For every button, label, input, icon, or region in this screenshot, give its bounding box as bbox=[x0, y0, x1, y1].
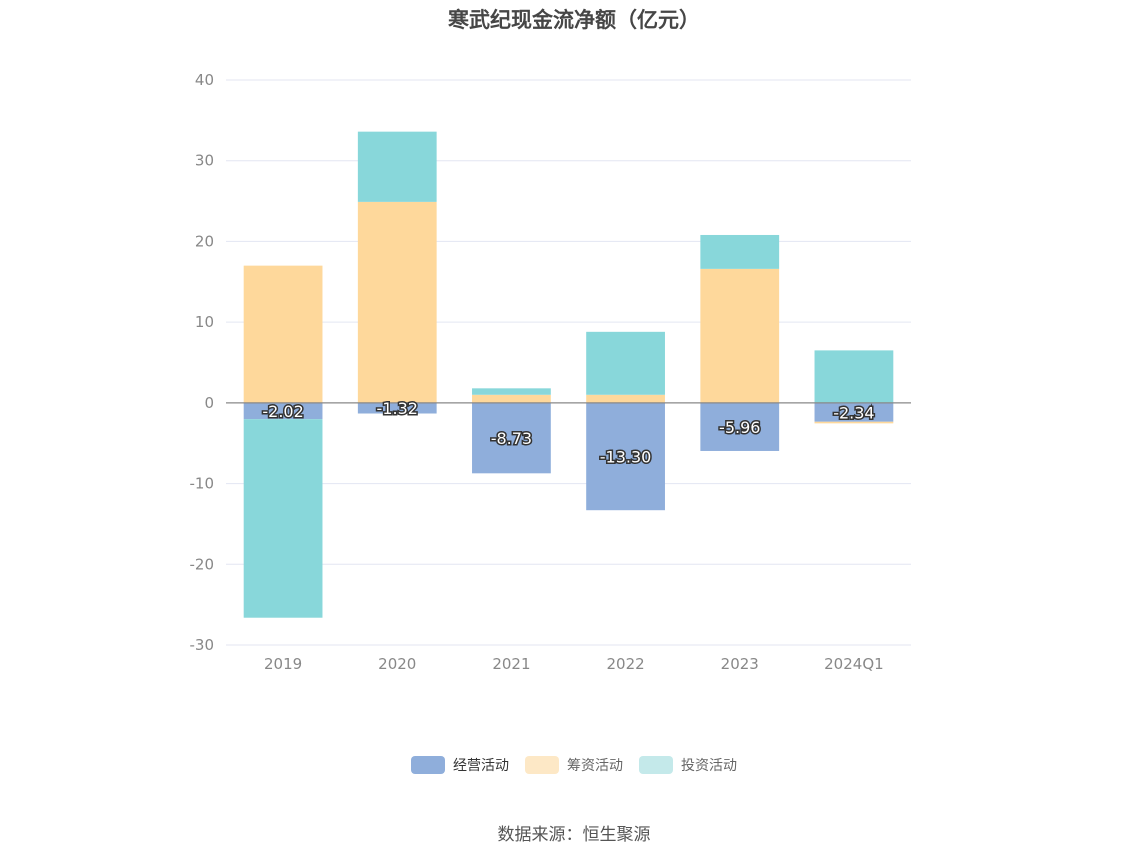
data-label: -13.30 bbox=[600, 448, 652, 467]
legend-label-financing: 筹资活动 bbox=[567, 758, 623, 774]
bar-financing bbox=[814, 421, 894, 424]
legend-swatch-operating bbox=[411, 756, 445, 774]
x-tick-label: 2020 bbox=[378, 655, 416, 673]
legend-item-financing[interactable]: 筹资活动 bbox=[525, 755, 623, 775]
bar-financing bbox=[472, 394, 551, 403]
data-label: -2.34 bbox=[833, 403, 874, 422]
y-tick-label: 0 bbox=[204, 394, 214, 412]
bar-operating bbox=[472, 402, 551, 474]
bar-investing bbox=[357, 131, 437, 202]
legend-item-investing[interactable]: 投资活动 bbox=[639, 755, 737, 775]
data-label: -1.32 bbox=[377, 399, 418, 418]
x-tick-label: 2019 bbox=[264, 655, 302, 673]
bar-investing bbox=[243, 419, 323, 618]
bar-financing bbox=[357, 201, 437, 403]
legend-swatch-investing bbox=[639, 756, 673, 774]
chart-legend: 经营活动 筹资活动 投资活动 bbox=[0, 755, 1148, 775]
y-tick-label: 40 bbox=[195, 71, 214, 89]
bar-operating bbox=[243, 402, 323, 420]
bar-investing bbox=[700, 234, 780, 269]
x-tick-label: 2021 bbox=[492, 655, 530, 673]
bar-financing bbox=[586, 394, 665, 403]
y-tick-label: -30 bbox=[190, 636, 215, 654]
bar-operating bbox=[700, 402, 780, 451]
data-source: 数据来源：恒生聚源 bbox=[497, 825, 651, 845]
bar-investing bbox=[814, 350, 894, 403]
bar-investing bbox=[472, 388, 551, 395]
bar-financing bbox=[243, 265, 323, 403]
y-tick-label: 20 bbox=[195, 232, 214, 250]
bar-operating bbox=[586, 402, 665, 511]
bar-investing bbox=[586, 331, 665, 395]
data-label: -5.96 bbox=[719, 418, 760, 437]
y-tick-label: 10 bbox=[195, 313, 214, 331]
bar-operating bbox=[814, 402, 894, 422]
data-label: -8.73 bbox=[491, 429, 532, 448]
y-tick-label: 30 bbox=[195, 152, 214, 170]
x-tick-label: 2022 bbox=[606, 655, 644, 673]
chart-title: 寒武纪现金流净额（亿元） bbox=[448, 8, 700, 32]
data-label: -2.02 bbox=[262, 402, 303, 421]
x-tick-label: 2024Q1 bbox=[824, 655, 884, 673]
legend-swatch-financing bbox=[525, 756, 559, 774]
x-tick-label: 2023 bbox=[721, 655, 759, 673]
y-tick-label: -10 bbox=[190, 475, 215, 493]
bar-operating bbox=[357, 402, 437, 414]
bar-financing bbox=[700, 268, 780, 403]
legend-item-operating[interactable]: 经营活动 bbox=[411, 755, 509, 775]
legend-label-operating: 经营活动 bbox=[453, 758, 509, 774]
y-tick-label: -20 bbox=[190, 555, 215, 573]
legend-label-investing: 投资活动 bbox=[681, 758, 737, 774]
